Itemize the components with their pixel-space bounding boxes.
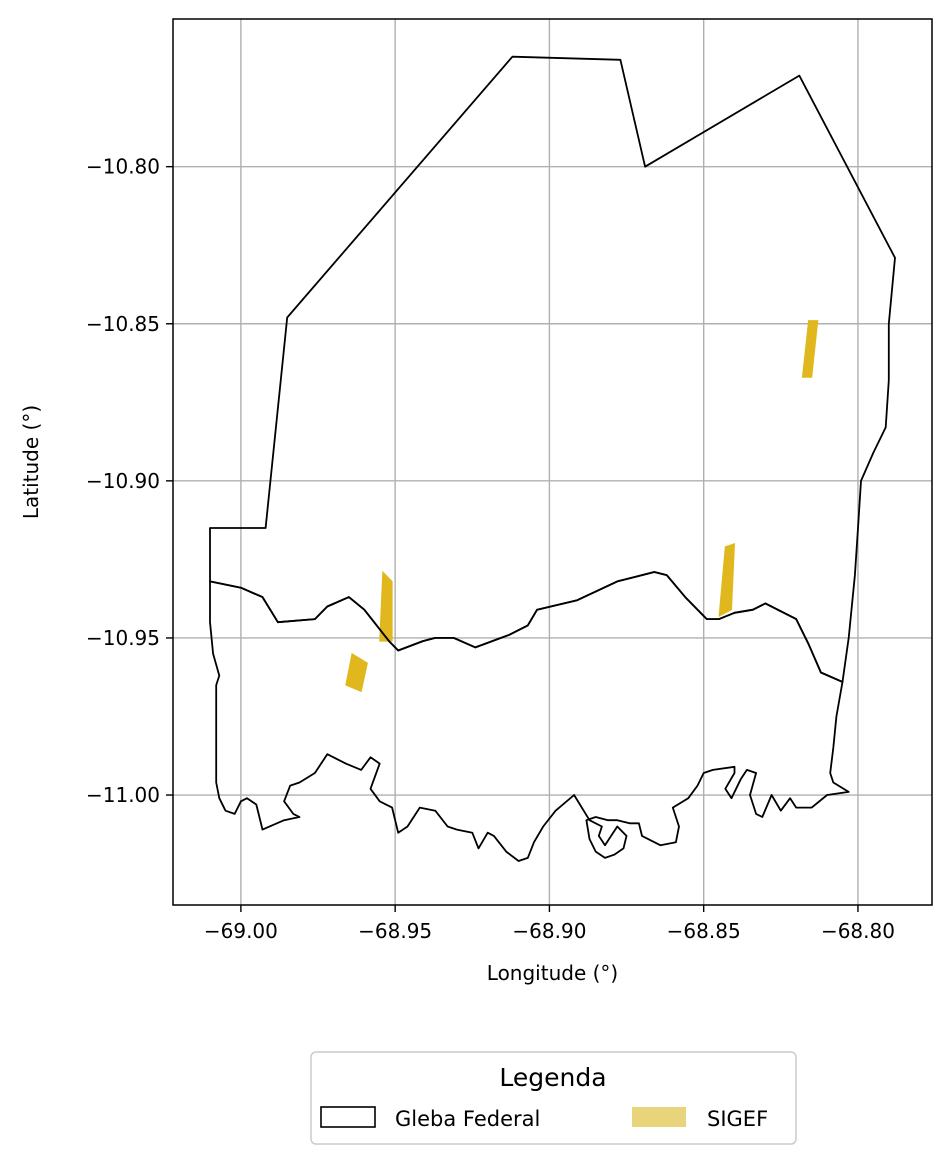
sigef-parcel (345, 652, 368, 693)
legend-label-gleba-federal: Gleba Federal (395, 1107, 540, 1131)
sigef-parcel (718, 542, 736, 617)
x-tick-label: −69.00 (204, 919, 278, 943)
x-tick-label: −68.90 (512, 919, 586, 943)
legend-swatch-sigef (632, 1107, 686, 1127)
gleba-federal-polygon (209, 55, 896, 683)
legend: Legenda Gleba Federal SIGEF (310, 1051, 797, 1145)
legend-label-sigef: SIGEF (707, 1107, 768, 1131)
y-tick-label: −10.90 (86, 469, 160, 493)
sigef-parcel (379, 570, 393, 642)
sigef-parcel (801, 320, 819, 378)
axis-ticks: −69.00 −68.95 −68.90 −68.85 −68.80 −10.80 −10.… (86, 155, 895, 943)
gleba-federal-polygon (209, 571, 850, 862)
y-tick-label: −10.85 (86, 312, 160, 336)
grid (173, 19, 932, 905)
legend-title: Legenda (499, 1063, 606, 1092)
x-tick-label: −68.80 (821, 919, 895, 943)
y-axis-label: Latitude (°) (19, 405, 43, 519)
legend-swatch-gleba-federal (320, 1106, 376, 1128)
x-tick-label: −68.95 (358, 919, 432, 943)
x-axis-label: Longitude (°) (487, 961, 618, 985)
map-shapes (209, 55, 896, 862)
y-tick-label: −10.80 (86, 155, 160, 179)
y-tick-label: −10.95 (86, 626, 160, 650)
x-tick-label: −68.85 (667, 919, 741, 943)
y-tick-label: −11.00 (86, 783, 160, 807)
plot-frame (172, 18, 933, 906)
